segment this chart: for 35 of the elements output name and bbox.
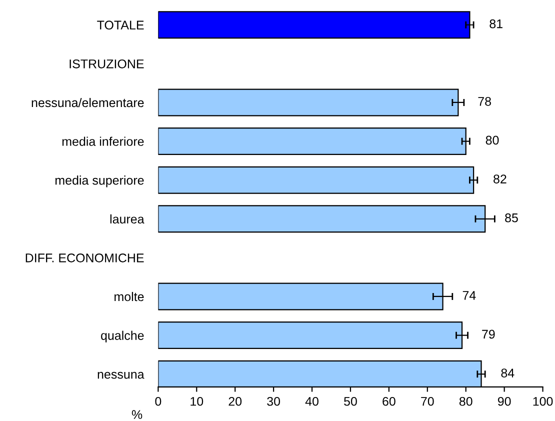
y-tick-label: TOTALE: [97, 20, 144, 30]
x-tick-label: 100: [533, 396, 553, 406]
y-tick-label: laurea: [110, 214, 144, 224]
bar: [158, 166, 474, 194]
data-label: 74: [462, 291, 476, 300]
data-label: 85: [505, 213, 518, 222]
bar: [158, 11, 470, 39]
data-label: 80: [486, 136, 499, 145]
x-tick-label: 80: [459, 396, 472, 406]
data-label: 82: [494, 174, 506, 184]
bar: [158, 88, 459, 116]
y-tick-label: nessuna: [98, 372, 144, 379]
bar: [158, 128, 466, 156]
x-tick-label: 40: [305, 396, 318, 406]
bar: [158, 322, 463, 350]
x-tick-label: 20: [228, 396, 242, 406]
x-tick-label: 10: [190, 396, 204, 406]
x-tick-label: 50: [344, 396, 357, 406]
y-tick-label: molte: [114, 292, 144, 302]
data-label: 84: [501, 368, 514, 378]
x-tick-label: 0: [155, 396, 162, 406]
y-tick-label: media superiore: [55, 176, 144, 188]
x-axis-title: %: [132, 410, 142, 419]
y-tick-label: qualche: [101, 330, 144, 342]
y-tick-label: nessuna/elementare: [32, 98, 144, 108]
data-label: 78: [478, 96, 491, 106]
y-tick-label: media inferiore: [62, 136, 144, 146]
y-tick-label: DIFF. ECONOMICHE: [26, 253, 144, 262]
data-label: 79: [482, 330, 495, 339]
y-tick-label: ISTRUZIONE: [70, 59, 144, 68]
data-label: 81: [490, 19, 502, 28]
x-tick-label: 90: [498, 396, 511, 406]
x-tick-label: 30: [267, 396, 280, 406]
x-tick-label: 70: [421, 396, 434, 406]
x-tick-label: 60: [382, 396, 396, 406]
